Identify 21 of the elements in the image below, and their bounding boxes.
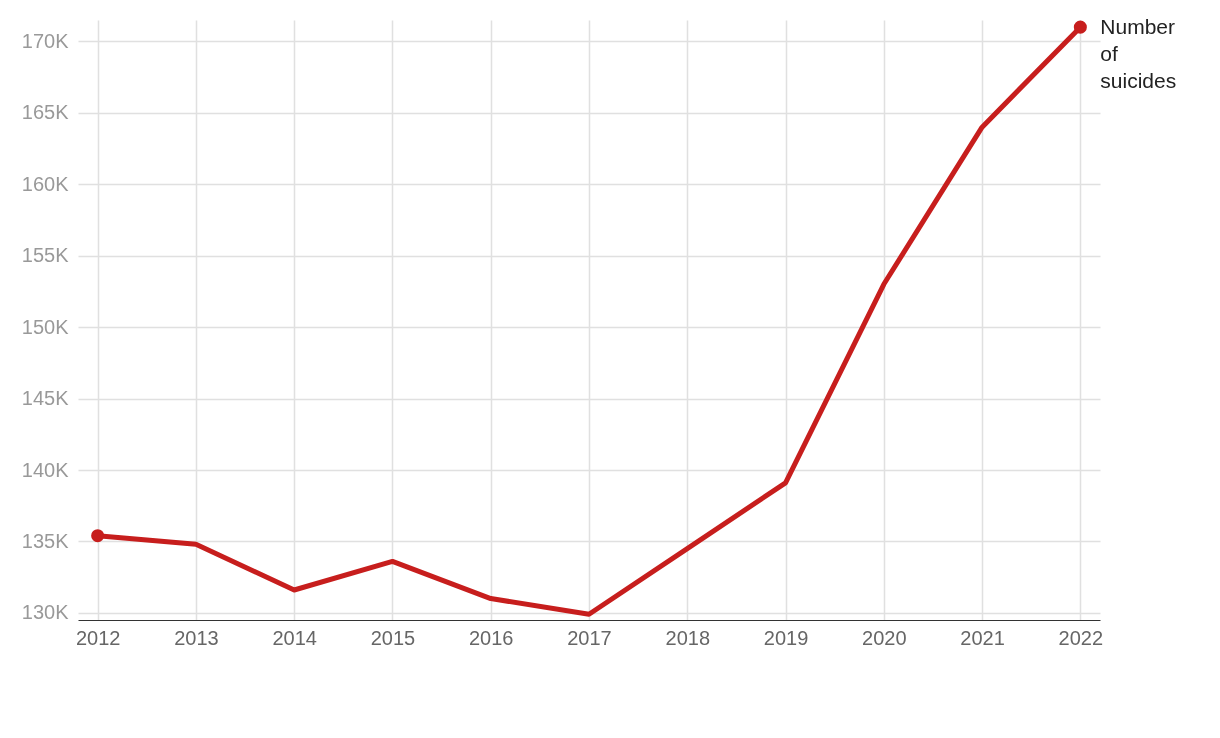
y-tick-label: 170K — [21, 29, 70, 52]
y-tick-label: 160K — [21, 172, 70, 195]
x-tick-label: 2014 — [272, 626, 317, 649]
series-label: Number of suicides — [1100, 15, 1177, 93]
x-tick-label: 2021 — [960, 626, 1005, 649]
y-tick-label: 130K — [21, 601, 70, 624]
x-tick-label: 2012 — [75, 626, 121, 649]
x-tick-label: 2016 — [468, 626, 514, 649]
y-tick-label: 145K — [21, 387, 70, 410]
x-tick-label: 2017 — [567, 626, 612, 649]
x-tick-label: 2022 — [1058, 626, 1104, 649]
x-tick-label: 2018 — [665, 626, 711, 649]
y-tick-label: 155K — [21, 244, 70, 267]
y-tick-label: 150K — [21, 315, 70, 338]
y-tick-label: 135K — [21, 529, 70, 552]
x-tick-label: 2013 — [174, 626, 219, 649]
x-tick-label: 2019 — [763, 626, 809, 649]
y-tick-label: 165K — [21, 101, 70, 124]
y-tick-label: 140K — [21, 458, 70, 481]
x-tick-label: 2020 — [862, 626, 907, 649]
x-tick-label: 2015 — [370, 626, 416, 649]
